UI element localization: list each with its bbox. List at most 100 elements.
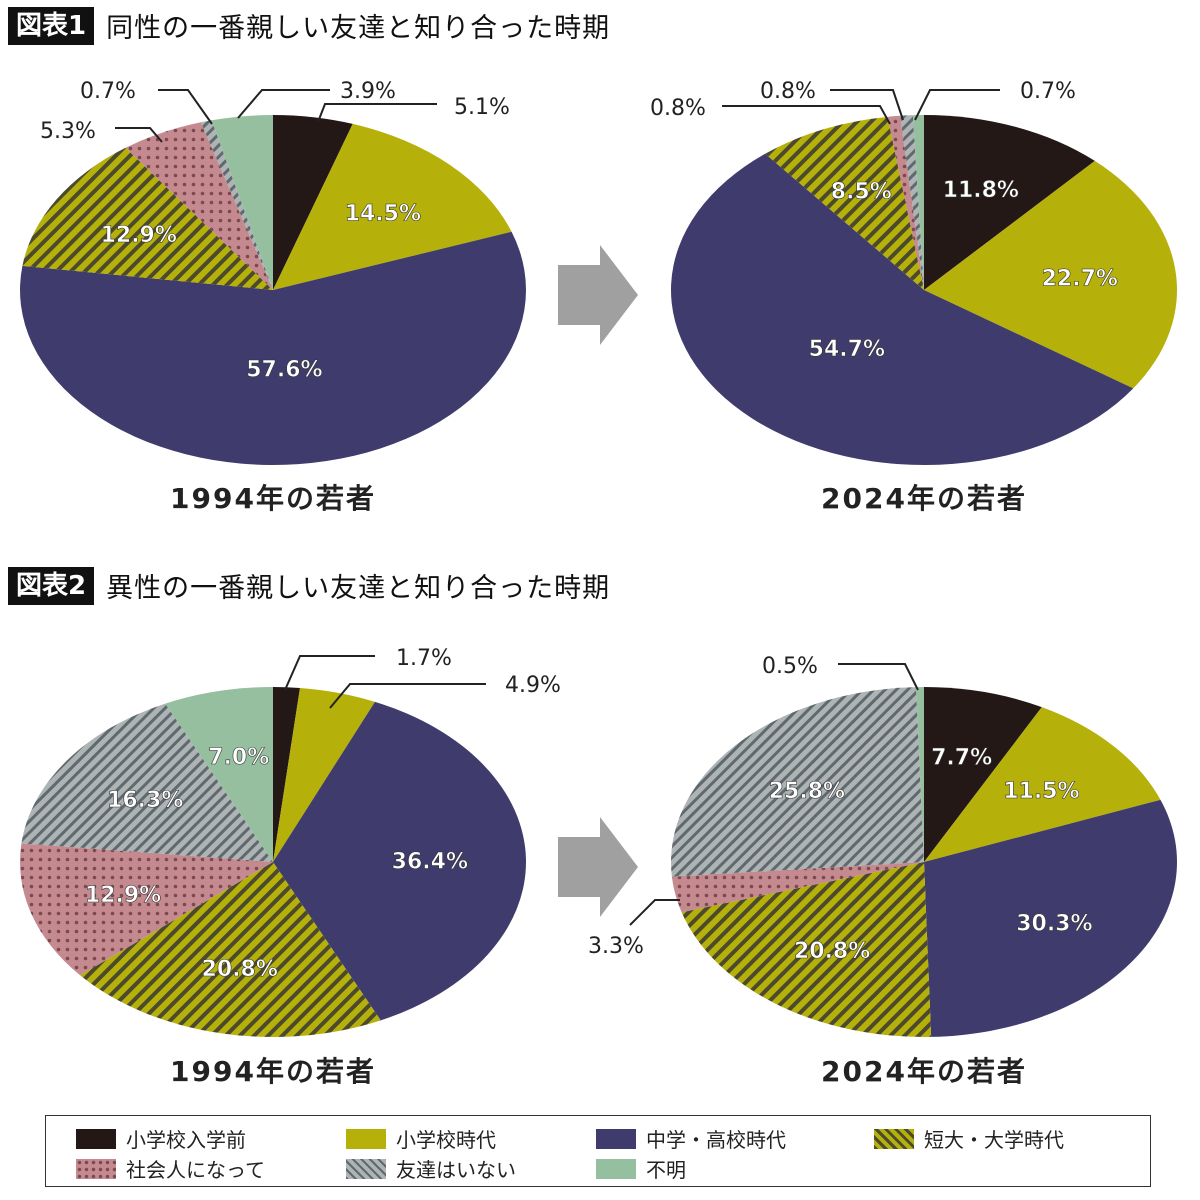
- pie-slice: [924, 707, 1161, 862]
- legend-item: 中学・高校時代: [596, 1124, 786, 1153]
- pie-slice: [671, 862, 924, 913]
- legend-label: 短大・大学時代: [924, 1128, 1064, 1152]
- data-label: 11.8%: [943, 178, 1019, 203]
- chart-caption: 1994年の若者: [170, 1055, 376, 1088]
- pie-slice: [887, 115, 924, 290]
- data-label: 0.7%: [80, 79, 136, 104]
- leader-line: [838, 663, 919, 691]
- data-label: 4.9%: [505, 673, 561, 698]
- legend-label: 中学・高校時代: [646, 1128, 786, 1152]
- pie-slice: [670, 687, 924, 877]
- data-label: 7.7%: [931, 746, 992, 771]
- legend-label: 小学校入学前: [126, 1128, 246, 1152]
- figure1-tag: 図表1: [8, 6, 95, 45]
- data-label: 0.7%: [1020, 79, 1076, 104]
- pie-slice: [765, 116, 924, 290]
- data-label: 22.7%: [1042, 266, 1118, 291]
- pie-slice: [165, 687, 273, 862]
- pie-slice: [912, 115, 924, 290]
- legend: 小学校入学前 小学校時代 中学・高校時代 短大・大学時代社会人になって 友達はいない 不明: [45, 1115, 1151, 1187]
- figure1-header: 図表1 同性の一番親しい友達と知り合った時期: [8, 6, 610, 45]
- legend-swatch: [346, 1128, 386, 1149]
- pie-slice: [900, 115, 924, 290]
- data-label: 5.1%: [454, 95, 510, 120]
- data-label: 7.0%: [208, 745, 269, 770]
- legend-label: 社会人になって: [126, 1158, 265, 1182]
- figure2-title: 異性の一番親しい友達と知り合った時期: [106, 573, 611, 604]
- leader-line: [830, 89, 904, 121]
- figure1-title: 同性の一番親しい友達と知り合った時期: [106, 13, 611, 44]
- leader-line: [317, 103, 437, 123]
- legend-swatch: [596, 1158, 636, 1179]
- data-label: 14.5%: [345, 202, 421, 227]
- pie-slice: [21, 703, 274, 862]
- data-label: 3.9%: [340, 79, 396, 104]
- data-label: 54.7%: [809, 337, 885, 362]
- pie-slice: [924, 687, 1042, 862]
- pie-slice: [924, 115, 1095, 290]
- legend-label: 友達はいない: [396, 1158, 516, 1182]
- leader-line: [629, 899, 680, 926]
- pie-slice: [273, 687, 375, 862]
- leader-line: [722, 105, 891, 125]
- leader-line: [115, 127, 163, 143]
- pie-slice: [19, 231, 526, 465]
- pie-slice: [22, 147, 274, 290]
- data-label: 1.7%: [396, 646, 452, 671]
- leader-line: [329, 683, 486, 709]
- leader-line: [158, 89, 213, 125]
- data-label: 36.4%: [392, 850, 468, 875]
- pie-slice: [681, 862, 932, 1037]
- legend-swatch: [874, 1128, 914, 1149]
- figure2-header: 図表2 異性の一番親しい友達と知り合った時期: [8, 566, 610, 605]
- data-label: 11.5%: [1003, 779, 1079, 804]
- pie-slice: [916, 687, 924, 862]
- legend-item: 社会人になって: [76, 1154, 265, 1183]
- data-label: 12.9%: [101, 223, 177, 248]
- data-label: 57.6%: [246, 357, 322, 382]
- data-label: 20.8%: [794, 939, 870, 964]
- data-label: 12.9%: [85, 883, 161, 908]
- pie-slice: [924, 799, 1177, 1037]
- pie-slice: [273, 701, 526, 1021]
- data-label: 20.8%: [202, 957, 278, 982]
- leader-line: [284, 655, 375, 691]
- pie-slice: [273, 123, 512, 290]
- pie-slice: [80, 862, 381, 1037]
- data-label: 0.5%: [762, 654, 818, 679]
- pie-slice: [273, 115, 353, 290]
- legend-swatch: [76, 1128, 116, 1149]
- legend-swatch: [596, 1128, 636, 1149]
- legend-swatch: [76, 1158, 116, 1179]
- data-label: 30.3%: [1016, 911, 1092, 936]
- figure2-tag: 図表2: [8, 566, 95, 605]
- chart-caption: 2024年の若者: [821, 482, 1027, 515]
- data-label: 3.3%: [588, 934, 644, 959]
- leader-line: [237, 89, 330, 119]
- legend-item: 短大・大学時代: [874, 1124, 1064, 1153]
- pie-slice: [20, 843, 274, 976]
- legend-swatch: [346, 1158, 386, 1179]
- chart-caption: 1994年の若者: [170, 482, 376, 515]
- pie-slice: [273, 687, 300, 862]
- data-label: 0.8%: [760, 79, 816, 104]
- data-label: 0.8%: [650, 96, 706, 121]
- pie-slice: [211, 115, 273, 290]
- data-label: 8.5%: [831, 180, 892, 205]
- legend-item: 友達はいない: [346, 1154, 516, 1183]
- data-label: 16.3%: [107, 788, 183, 813]
- legend-item: 小学校時代: [346, 1124, 496, 1153]
- legend-label: 不明: [646, 1158, 686, 1182]
- arrow-icon: [558, 245, 638, 345]
- legend-label: 小学校時代: [396, 1128, 496, 1152]
- legend-item: 小学校入学前: [76, 1124, 246, 1153]
- pie-slice: [125, 122, 273, 290]
- leader-line: [914, 89, 1000, 121]
- legend-item: 不明: [596, 1154, 686, 1183]
- data-label: 25.8%: [769, 779, 845, 804]
- chart-caption: 2024年の若者: [821, 1055, 1027, 1088]
- pie-slice: [200, 120, 273, 290]
- pie-slice: [924, 160, 1177, 389]
- pie-slice: [671, 153, 1134, 465]
